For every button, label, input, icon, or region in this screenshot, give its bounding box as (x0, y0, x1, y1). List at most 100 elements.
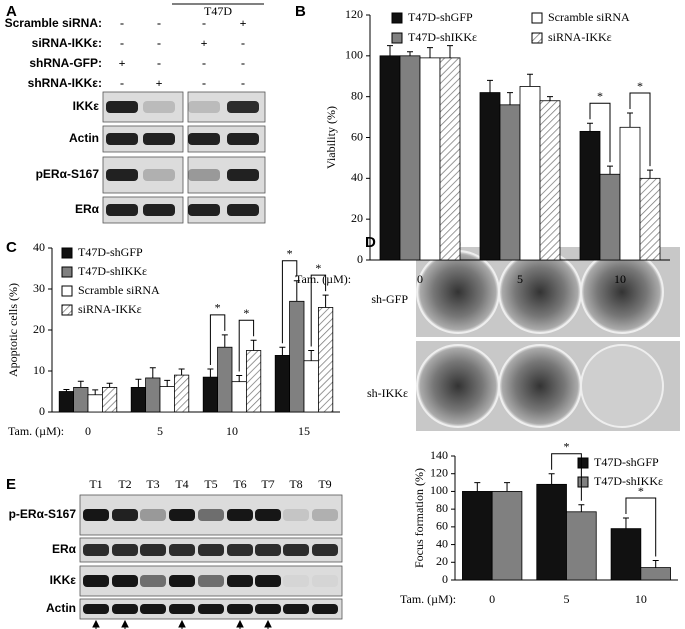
lane-label: T4 (175, 477, 188, 491)
band (112, 575, 138, 587)
legend-swatch (61, 285, 73, 297)
y-axis-label: Focus formation (%) (412, 468, 426, 568)
legend-swatch (531, 12, 543, 24)
sign: - (241, 76, 245, 90)
band (283, 604, 309, 614)
error-bar (250, 339, 257, 351)
band (312, 544, 338, 556)
group-label: T47D (204, 4, 232, 18)
band (283, 509, 309, 521)
blot-label: ERα (52, 542, 77, 556)
band (255, 509, 281, 521)
x-axis-label: Tam. (µM): (8, 424, 64, 438)
image-row: sh-GFP (371, 292, 408, 306)
y-tick-label: 80 (351, 88, 363, 102)
error-bar (427, 47, 433, 58)
arrow (178, 619, 186, 629)
bar (639, 177, 661, 261)
blot-label: IKKε (73, 99, 100, 113)
bracket (625, 497, 657, 557)
legend-swatch (531, 32, 543, 44)
bar (73, 386, 89, 413)
x-tick-label: 0 (489, 592, 495, 606)
error-bar (652, 560, 659, 568)
bar (419, 57, 441, 261)
y-tick-label: 40 (351, 170, 363, 184)
error-bar (293, 280, 300, 302)
bracket (209, 314, 226, 365)
panel-letter: C (6, 239, 17, 256)
bar (462, 491, 493, 581)
bar (245, 350, 262, 413)
legend-label: T47D-shGFP (594, 455, 659, 469)
error-bar (135, 378, 142, 388)
plate (416, 344, 500, 428)
band (143, 101, 175, 113)
band (143, 204, 175, 216)
lane-label: T6 (233, 477, 246, 491)
error-bar (308, 350, 315, 361)
band (227, 101, 259, 113)
sign: - (120, 36, 124, 50)
band (112, 544, 138, 556)
bar (379, 55, 401, 261)
annotation: * (638, 484, 644, 498)
bar (536, 483, 567, 581)
arrow (264, 619, 272, 629)
blot-label: Actin (69, 131, 99, 145)
band (143, 133, 175, 145)
plate (580, 344, 664, 428)
sign: + (201, 36, 208, 50)
band (112, 509, 138, 521)
error-bar (236, 375, 243, 382)
band (227, 604, 253, 614)
legend-label: siRNA-IKKε (78, 302, 142, 316)
error-bar (207, 368, 214, 378)
sign: - (120, 16, 124, 30)
x-tick-label: 10 (614, 272, 626, 286)
y-axis-label: Viability (%) (324, 106, 338, 169)
bar (102, 386, 118, 413)
error-bar (164, 379, 171, 387)
y-tick-label: 20 (436, 554, 448, 568)
error-bar (504, 482, 511, 492)
band (227, 509, 253, 521)
bar (499, 104, 521, 261)
bar (145, 377, 161, 413)
legend-label: siRNA-IKKε (548, 30, 612, 44)
bar (519, 86, 541, 261)
band (83, 604, 109, 614)
y-tick-label: 140 (430, 448, 448, 462)
band (143, 169, 175, 181)
band (255, 575, 281, 587)
x-axis-label: Tam. (µM): (295, 272, 351, 286)
bar (640, 567, 671, 581)
error-bar (607, 165, 613, 175)
error-bar (447, 45, 453, 58)
bar (159, 386, 175, 413)
error-bar (322, 294, 329, 308)
bracket (238, 319, 255, 372)
band (169, 509, 195, 521)
sign: + (240, 16, 247, 30)
band (169, 575, 195, 587)
y-tick-label: 60 (351, 129, 363, 143)
x-tick-label: 0 (417, 272, 423, 286)
bar (303, 360, 319, 413)
band (106, 101, 138, 113)
legend-label: T47D-shIKKε (78, 264, 147, 278)
legend-swatch (577, 476, 589, 488)
band (83, 575, 109, 587)
band (312, 575, 338, 587)
band (198, 575, 224, 587)
band (112, 604, 138, 614)
plate (498, 344, 582, 428)
error-bar (578, 504, 585, 512)
bar (439, 57, 461, 261)
error-bar (527, 73, 533, 87)
y-tick-label: 0 (442, 572, 448, 586)
y-tick-label: 80 (436, 501, 448, 515)
condition-label: shRNA-IKKε: (28, 76, 102, 90)
band (312, 509, 338, 521)
bar (317, 307, 334, 413)
